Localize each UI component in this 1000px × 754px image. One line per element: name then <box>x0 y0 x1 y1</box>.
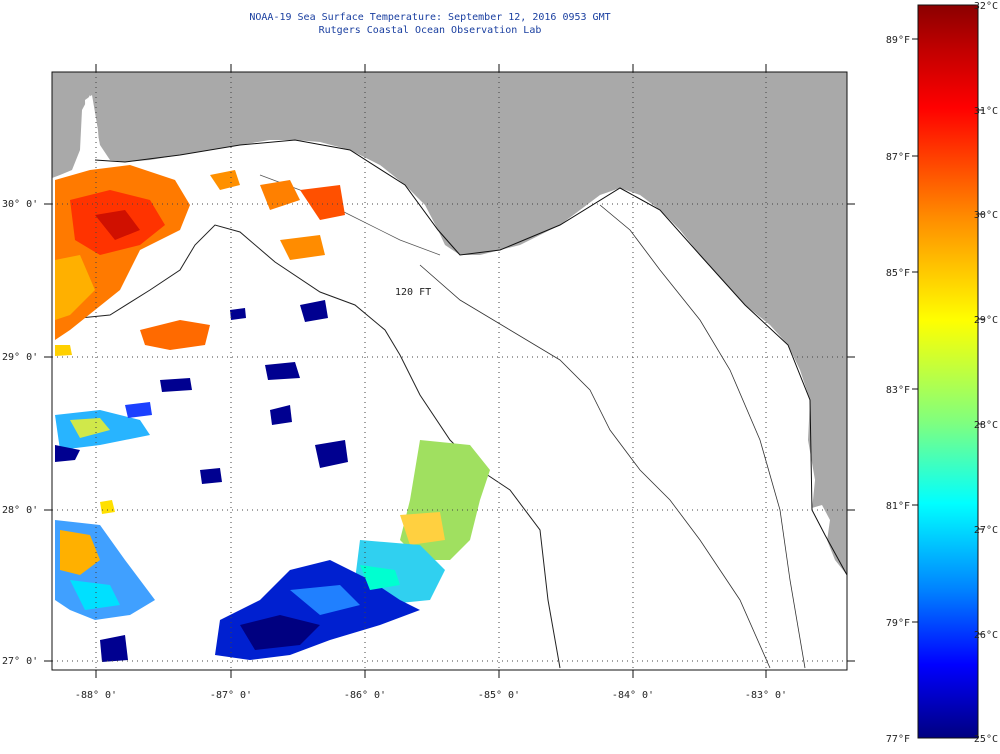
lat-label: 30° 0' <box>2 199 38 210</box>
chart-subtitle: Rutgers Coastal Ocean Observation Lab <box>318 25 542 36</box>
colorbar-celsius-label: 25°C <box>974 734 998 745</box>
depth-contour <box>419 264 771 669</box>
depth-contour <box>599 204 806 669</box>
colorbar-celsius-label: 28°C <box>974 420 998 431</box>
sst-data-layer <box>55 165 490 662</box>
colorbar-celsius-label: 26°C <box>974 630 998 641</box>
colorbar-celsius-label: 27°C <box>974 525 998 536</box>
lon-label: -86° 0' <box>344 690 386 701</box>
lon-label: -88° 0' <box>75 690 117 701</box>
colorbar-celsius-label: 32°C <box>974 1 998 12</box>
lat-label: 27° 0' <box>2 656 38 667</box>
colorbar-fahrenheit-label: 81°F <box>886 501 910 512</box>
colorbar-fahrenheit-label: 77°F <box>886 734 910 745</box>
colorbar-celsius-label: 29°C <box>974 315 998 326</box>
colorbar-celsius-label: 31°C <box>974 106 998 117</box>
lon-label: -85° 0' <box>478 690 520 701</box>
colorbar-celsius-label: 30°C <box>974 210 998 221</box>
bay-shape <box>85 95 100 162</box>
colorbar-fahrenheit-label: 79°F <box>886 618 910 629</box>
lat-label: 28° 0' <box>2 505 38 516</box>
map-border <box>51 71 848 671</box>
coastline <box>94 139 847 576</box>
lat-label: 29° 0' <box>2 352 38 363</box>
map-ticks <box>44 64 855 678</box>
colorbar-fahrenheit-label: 85°F <box>886 268 910 279</box>
colorbar-fahrenheit-label: 87°F <box>886 152 910 163</box>
colorbar-ticks <box>912 38 984 635</box>
chart-title: NOAA-19 Sea Surface Temperature: Septemb… <box>249 12 611 23</box>
colorbar <box>917 4 979 739</box>
colorbar-fahrenheit-label: 83°F <box>886 385 910 396</box>
bay-shape <box>805 505 830 555</box>
lon-label: -84° 0' <box>612 690 654 701</box>
land-mass <box>52 72 847 575</box>
colorbar-fahrenheit-label: 89°F <box>886 35 910 46</box>
lon-label: -87° 0' <box>210 690 252 701</box>
contour-label: 120 FT <box>395 287 431 298</box>
lon-label: -83° 0' <box>745 690 787 701</box>
depth-contour-120ft <box>59 224 561 669</box>
